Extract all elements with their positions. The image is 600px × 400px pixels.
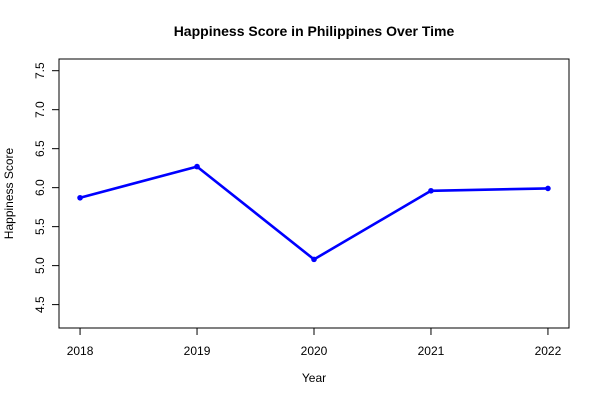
y-tick-label: 5.5 (33, 218, 47, 235)
y-axis-label: Happiness Score (2, 147, 16, 239)
x-axis-label: Year (302, 371, 326, 385)
x-axis: 2018 2019 2020 2021 2022 (67, 328, 562, 358)
series-layer (77, 163, 551, 263)
data-point (77, 194, 83, 201)
y-tick-label: 7.0 (33, 101, 47, 118)
y-tick-label: 4.5 (33, 296, 47, 313)
x-tick-label: 2018 (67, 344, 94, 358)
x-tick-label: 2022 (535, 344, 562, 358)
x-tick-label: 2021 (418, 344, 445, 358)
y-axis: 4.5 5.0 5.5 6.0 6.5 7.0 7.5 (33, 62, 60, 313)
data-point (545, 185, 551, 192)
x-tick-label: 2020 (301, 344, 328, 358)
data-point (194, 163, 200, 170)
chart-title: Happiness Score in Philippines Over Time (174, 23, 455, 39)
x-tick-label: 2019 (184, 344, 211, 358)
y-tick-label: 7.5 (33, 62, 47, 79)
y-tick-label: 5.0 (33, 257, 47, 274)
data-point (428, 187, 434, 194)
data-point (311, 256, 317, 263)
y-tick-label: 6.0 (33, 179, 47, 196)
y-tick-label: 6.5 (33, 140, 47, 157)
